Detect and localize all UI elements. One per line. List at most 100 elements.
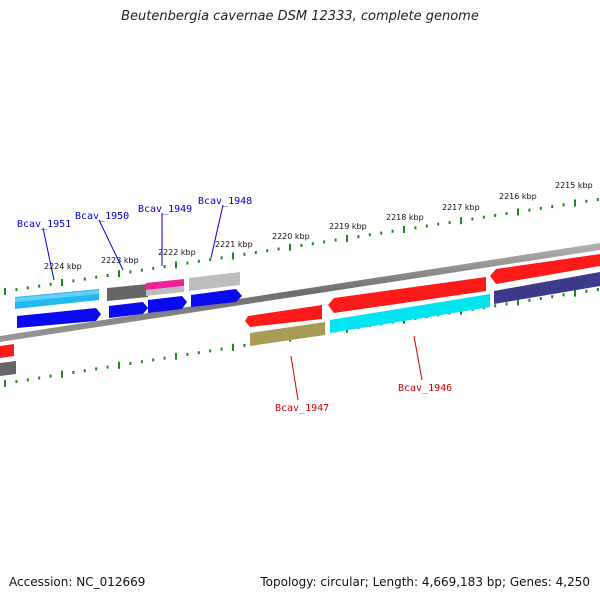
connector-line <box>210 204 224 259</box>
gene-feature[interactable] <box>328 277 486 313</box>
scale-labels: 2224 kbp 2223 kbp 2222 kbp 2221 kbp 2220… <box>44 181 593 271</box>
scale-tick <box>243 344 246 347</box>
scale-tick <box>380 231 383 235</box>
gene-label-bcav-1949[interactable]: Bcav_1949 <box>138 204 192 215</box>
scale-tick <box>517 298 519 306</box>
scale-tick <box>15 380 18 384</box>
scale-tick <box>539 297 542 300</box>
scale-tick <box>26 378 29 382</box>
scale-tick <box>596 288 599 291</box>
scale-label: 2219 kbp <box>329 222 367 231</box>
genome-backbone <box>0 243 600 342</box>
scale-tick <box>494 304 497 308</box>
gene-label-bcav-1946[interactable]: Bcav_1946 <box>398 383 452 394</box>
scale-tick <box>494 213 497 217</box>
scale-tick <box>209 258 212 262</box>
scale-tick <box>596 198 599 201</box>
scale-label: 2216 kbp <box>499 192 537 201</box>
scale-tick <box>437 222 440 226</box>
scale-tick <box>83 277 86 281</box>
scale-tick <box>38 376 41 380</box>
scale-label: 2215 kbp <box>555 181 593 190</box>
scale-tick <box>517 208 519 216</box>
genome-summary-text: Topology: circular; Length: 4,669,183 bp… <box>260 575 590 589</box>
gene-label-bcav-1950[interactable]: Bcav_1950 <box>75 211 129 222</box>
gene-feature[interactable] <box>15 290 99 302</box>
scale-tick <box>551 295 554 299</box>
gene-label-bcav-1951[interactable]: Bcav_1951 <box>17 219 71 230</box>
scale-tick <box>574 199 576 207</box>
scale-tick <box>152 358 155 362</box>
scale-tick <box>585 199 588 203</box>
scale-tick <box>551 205 554 209</box>
gene-feature[interactable] <box>191 289 242 307</box>
gene-feature[interactable] <box>330 294 490 333</box>
scale-label: 2224 kbp <box>44 262 82 271</box>
gene-feature[interactable] <box>109 302 148 318</box>
scale-tick <box>448 221 451 224</box>
scale-tick <box>505 212 508 216</box>
gene-feature[interactable] <box>146 279 184 290</box>
scale-tick <box>460 217 462 225</box>
scale-tick <box>72 371 75 374</box>
scale-tick <box>562 203 565 207</box>
scale-tick <box>368 233 371 237</box>
gene-feature[interactable] <box>0 361 16 376</box>
gene-feature[interactable] <box>245 305 322 327</box>
scale-tick <box>72 279 75 283</box>
gene-feature[interactable] <box>17 308 101 328</box>
scale-tick <box>243 252 246 256</box>
scale-tick <box>175 261 177 269</box>
scale-tick <box>129 362 132 365</box>
scale-tick <box>26 286 29 290</box>
scale-tick <box>254 251 257 254</box>
gene-feature[interactable] <box>490 254 600 284</box>
scale-tick <box>346 234 348 242</box>
gene-feature[interactable] <box>0 344 14 358</box>
scale-tick <box>232 343 234 351</box>
scale-tick <box>471 217 474 221</box>
scale-tick <box>186 261 189 265</box>
gene-label-bcav-1947[interactable]: Bcav_1947 <box>275 403 329 414</box>
scale-tick <box>391 229 394 233</box>
gene-feature[interactable] <box>494 272 600 304</box>
scale-tick <box>311 242 314 246</box>
scale-tick <box>95 367 98 371</box>
connector-line <box>98 219 124 271</box>
scale-tick <box>186 353 189 356</box>
scale-tick <box>4 379 6 387</box>
gene-feature[interactable] <box>250 322 325 346</box>
scale-tick <box>38 284 41 288</box>
scale-label: 2221 kbp <box>215 240 253 249</box>
lower-features <box>0 272 600 376</box>
gene-feature[interactable] <box>148 296 187 313</box>
upper-scale-ticks <box>4 198 599 295</box>
scale-tick <box>118 270 120 278</box>
gene-label-bcav-1948[interactable]: Bcav_1948 <box>198 196 252 207</box>
scale-tick <box>403 226 405 233</box>
gene-feature[interactable] <box>107 284 148 301</box>
scale-tick <box>300 243 303 247</box>
scale-tick <box>129 270 132 274</box>
gene-feature[interactable] <box>189 272 240 291</box>
scale-tick <box>539 206 542 210</box>
scale-label: 2220 kbp <box>272 232 310 241</box>
scale-tick <box>140 268 143 272</box>
scale-tick <box>574 289 576 297</box>
scale-tick <box>220 256 223 260</box>
scale-tick <box>277 247 280 251</box>
scale-tick <box>106 274 109 277</box>
scale-tick <box>209 349 212 353</box>
scale-tick <box>357 235 360 239</box>
scale-tick <box>232 252 234 260</box>
scale-tick <box>323 240 326 244</box>
scale-tick <box>4 287 6 295</box>
scale-label: 2218 kbp <box>386 213 424 222</box>
scale-tick <box>163 265 166 269</box>
scale-tick <box>585 289 588 293</box>
scale-tick <box>528 298 531 302</box>
scale-label: 2223 kbp <box>101 256 139 265</box>
gene-feature[interactable] <box>146 286 184 296</box>
